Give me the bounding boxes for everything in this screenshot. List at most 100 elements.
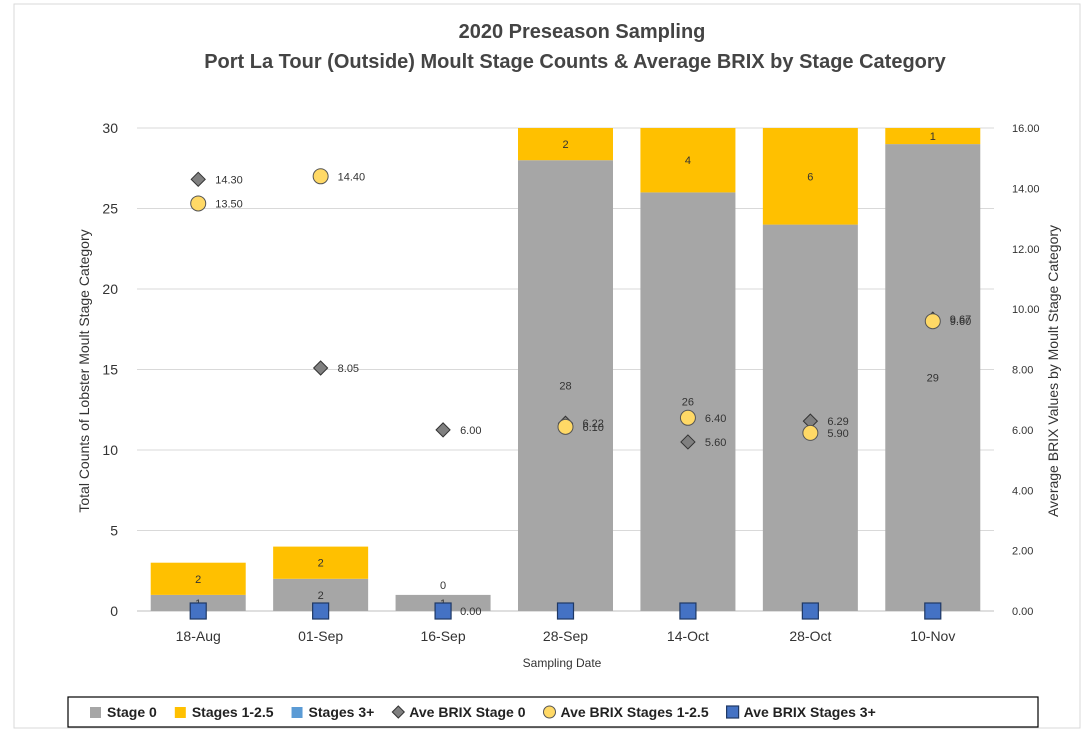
bar-stages-1-2-5: [762, 128, 858, 225]
legend-swatch: [726, 705, 740, 719]
legend-item-stage-0: Stage 0: [90, 704, 157, 720]
legend-swatch: [174, 707, 186, 718]
marker-ave-brix-stage-0-label: 6.29: [827, 416, 848, 428]
y2-tick-label: 10.00: [1012, 304, 1040, 316]
marker-data-labels: 14.30 8.05 6.00 6.22 5.60 6.29 9.67 13.50 14.40 6…: [215, 171, 971, 618]
marker-ave-brix-stage-0: [435, 422, 451, 438]
y2-tick-label: 4.00: [1012, 485, 1033, 497]
legend: Stage 0 Stages 1-2.5 Stages 3+ Ave BRIX Sta…: [90, 704, 876, 720]
marker-ave-brix-stages-3: [189, 602, 207, 620]
bar-label-stages-1-2-5: 4: [685, 155, 691, 167]
marker-ave-brix-stages-1-2-5-label: 6.40: [705, 413, 726, 425]
bar-stages-1-2-5: [150, 562, 246, 595]
y-tick-label: 15: [102, 362, 118, 378]
y-tick-label: 20: [102, 281, 118, 297]
marker-ave-brix-stages-1-2-5: [924, 313, 941, 330]
legend-item-ave-brix-stage-0: Ave BRIX Stage 0: [391, 704, 526, 720]
marker-ave-brix-stage-0-label: 6.22: [583, 418, 604, 430]
marker-ave-brix-stages-1-2-5-label: 6.10: [583, 422, 604, 434]
legend-label: Stages 1-2.5: [192, 704, 274, 720]
y2-tick-label: 14.00: [1012, 183, 1040, 195]
y2-tick-label: 0.00: [1012, 606, 1033, 618]
bar-stage-0: [518, 160, 613, 611]
legend-swatch: [391, 705, 406, 719]
marker-ave-brix-stage-0-label: 9.67: [950, 314, 971, 326]
legend-item-ave-brix-stages-1-2-5: Ave BRIX Stages 1-2.5: [543, 704, 709, 720]
bar-label-stage-0: 2: [318, 590, 324, 602]
x-tick-label: 18-Aug: [176, 628, 221, 644]
y2-tick-label: 8.00: [1012, 365, 1033, 377]
legend-swatch: [291, 707, 303, 718]
y-tick-label: 0: [110, 603, 118, 619]
marker-ave-brix-stages-1-2-5: [802, 424, 819, 441]
marker-ave-brix-stages-1-2-5: [557, 418, 574, 435]
y2-tick-label: 6.00: [1012, 425, 1033, 437]
marker-ave-brix-stages-3: [801, 602, 819, 620]
legend-item-ave-brix-stages-3: Ave BRIX Stages 3+: [726, 704, 876, 720]
legend-swatch: [90, 707, 101, 718]
bar-label-stage-0: 28: [559, 381, 571, 393]
y-axis-left-ticks: 0 5 10 15 20 25 30: [102, 120, 118, 619]
y2-tick-label: 16.00: [1012, 123, 1040, 135]
marker-ave-brix-stages-1-2-5-label: 13.50: [215, 198, 243, 210]
marker-ave-brix-stage-0: [680, 434, 696, 450]
y-tick-label: 10: [102, 442, 118, 458]
marker-ave-brix-stage-0: [312, 360, 329, 376]
x-axis-title: Sampling Date: [523, 656, 602, 670]
bar-label-stages-1-2-5: 2: [562, 139, 568, 151]
y-tick-label: 5: [110, 523, 118, 539]
marker-ave-brix-stages-3: [434, 602, 452, 620]
bar-stages-1-2-5: [273, 546, 369, 579]
bar-label-stage-0: 26: [682, 397, 694, 409]
marker-ave-brix-stages-3: [924, 602, 942, 620]
legend-label: Ave BRIX Stages 3+: [744, 704, 876, 720]
bar-label-stages-1-2-5: 2: [195, 574, 201, 586]
marker-ave-brix-stages-1-2-5-label: 9.60: [950, 316, 971, 328]
bar-label-stages-1-2-5: 6: [807, 171, 813, 183]
marker-ave-brix-stages-3: [679, 602, 697, 620]
legend-label: Stages 3+: [309, 704, 375, 720]
chart-subtitle: Port La Tour (Outside) Moult Stage Count…: [204, 51, 946, 73]
chart-title: 2020 Preseason Sampling: [459, 21, 706, 43]
y-tick-label: 30: [102, 120, 118, 136]
y2-tick-label: 12.00: [1012, 244, 1040, 256]
legend-swatch: [543, 705, 556, 719]
marker-ave-brix-stages-1-2-5-label: 14.40: [338, 171, 366, 183]
bar-stage-0: [885, 144, 981, 611]
bar-series: [150, 128, 981, 611]
legend-item-stages-3: Stages 3+: [291, 704, 375, 720]
marker-ave-brix-stages-1-2-5: [312, 168, 329, 185]
bar-label-stages-1-2-5: 0: [440, 580, 446, 592]
marker-ave-brix-stages-1-2-5: [190, 195, 207, 212]
y2-axis-title: Average BRIX Values by Moult Stage Categ…: [1045, 225, 1061, 517]
bar-stages-1-2-5: [885, 128, 981, 145]
marker-ave-brix-stage-0: [190, 171, 206, 188]
bar-label-stage-0: 29: [927, 373, 939, 385]
bar-stages-1-2-5: [518, 128, 613, 161]
marker-ave-brix-stages-1-2-5: [679, 409, 696, 426]
legend-label: Ave BRIX Stages 1-2.5: [561, 704, 709, 720]
bar-stages-1-2-5: [640, 128, 736, 193]
marker-ave-brix-stage-0-label: 14.30: [215, 174, 243, 186]
marker-ave-brix-stages-3: [556, 602, 575, 620]
marker-series: [189, 168, 942, 620]
x-axis-ticks: 18-Aug 01-Sep 16-Sep 28-Sep 14-Oct 28-Oct 10-N…: [176, 628, 956, 644]
legend-label: Stage 0: [107, 704, 157, 720]
marker-ave-brix-stages-3-label: 0.00: [460, 606, 481, 618]
marker-ave-brix-stages-3: [312, 602, 330, 620]
marker-ave-brix-stages-1-2-5-label: 5.90: [827, 428, 848, 440]
legend-item-stages-1-2-5: Stages 1-2.5: [174, 704, 274, 720]
x-tick-label: 14-Oct: [667, 628, 709, 644]
y-axis-right-ticks: 0.00 2.00 4.00 6.00 8.00 10.00 12.00 14.00 16.00: [1012, 123, 1040, 618]
bar-stage-0: [640, 192, 736, 611]
x-tick-label: 01-Sep: [298, 628, 343, 644]
y2-tick-label: 2.00: [1012, 546, 1033, 558]
bar-label-stages-1-2-5: 2: [318, 558, 324, 570]
x-tick-label: 28-Oct: [789, 628, 831, 644]
legend-label: Ave BRIX Stage 0: [409, 704, 525, 720]
marker-ave-brix-stage-0-label: 6.00: [460, 425, 481, 437]
bar-label-stages-1-2-5: 1: [930, 131, 936, 143]
x-tick-label: 16-Sep: [420, 628, 465, 644]
